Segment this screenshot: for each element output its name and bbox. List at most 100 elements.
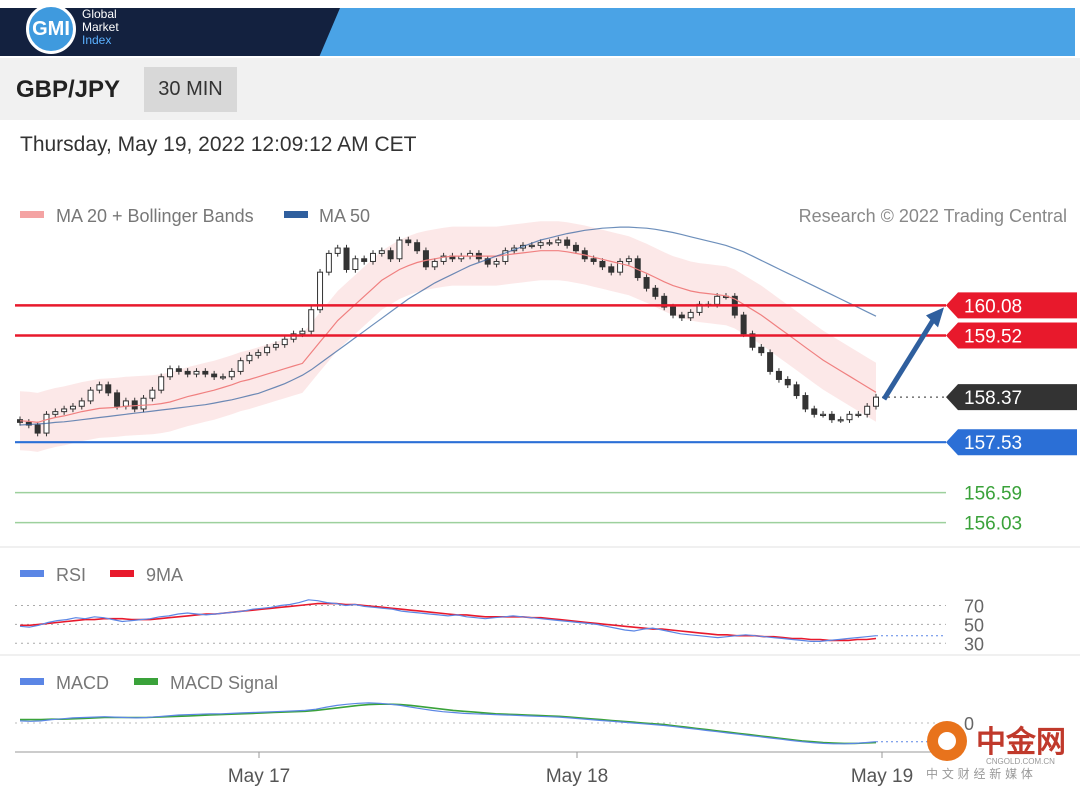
rsi-tick-label: 50 <box>964 615 984 635</box>
legend-ma50: MA 50 <box>319 206 370 226</box>
legend-swatch-rsi <box>20 570 44 577</box>
candle-body <box>546 242 553 245</box>
legend-macd: MACD <box>56 673 109 693</box>
header-bar: GMI Global Market Index <box>0 0 1080 60</box>
rsi-tick-label: 70 <box>964 596 984 616</box>
candle-body <box>334 247 341 254</box>
price-panel <box>17 221 879 452</box>
candle-body <box>325 252 332 273</box>
candle-body <box>431 260 438 268</box>
gmi-logo-text: Global Market Index <box>82 8 119 47</box>
candle-body <box>228 370 235 378</box>
candle-body <box>661 295 668 308</box>
level-tag-support <box>946 429 1077 456</box>
candle-body <box>246 354 253 362</box>
candle-body <box>272 344 279 348</box>
candle-body <box>528 244 535 248</box>
candle-body <box>52 411 59 415</box>
candle-body <box>670 306 677 316</box>
legend-macd-signal: MACD Signal <box>170 673 278 693</box>
rsi-line <box>19 599 877 643</box>
candle-body <box>590 258 597 262</box>
candle-body <box>564 239 571 246</box>
candle-body <box>78 400 85 407</box>
candle-body <box>202 370 209 375</box>
candle-body <box>820 413 827 417</box>
level-label-target: 156.03 <box>964 514 1022 535</box>
candle-body <box>652 287 659 297</box>
rsi-ma-line <box>20 602 877 642</box>
candle-body <box>608 266 615 273</box>
candle-body <box>864 405 871 415</box>
candle-body <box>643 277 650 289</box>
candle-body <box>255 352 262 356</box>
candle-body <box>784 378 791 386</box>
symbol-title: GBP/JPY <box>16 76 121 103</box>
legend-swatch-bollinger <box>20 211 44 218</box>
candle-body <box>184 370 191 375</box>
candle-body <box>767 352 774 372</box>
candle-body <box>572 244 579 252</box>
candle-body <box>537 242 544 246</box>
bollinger-band <box>20 221 876 452</box>
candle-body <box>440 255 447 262</box>
candle-body <box>369 252 376 262</box>
macd-signal-line <box>20 703 877 745</box>
candle-body <box>493 260 500 265</box>
candle-body <box>873 396 879 407</box>
candle-body <box>69 405 76 410</box>
candle-body <box>131 400 138 410</box>
level-label-resistance: 160.08 <box>964 296 1022 317</box>
candle-body <box>414 242 421 252</box>
cngold-watermark: 中金网 CNGOLD.COM.CN 中 文 财 经 新 媒 体 <box>920 714 1080 791</box>
candle-body <box>317 271 324 311</box>
candle-body <box>758 346 765 354</box>
cngold-logo-inner-icon <box>938 732 956 750</box>
candle-body <box>361 258 368 262</box>
watermark-brand: 中金网 <box>976 725 1066 760</box>
candle-body <box>158 376 165 391</box>
candle-body <box>405 239 412 244</box>
watermark-tagline: 中 文 财 经 新 媒 体 <box>926 766 1033 781</box>
legend-rsi: RSI <box>56 565 86 585</box>
macd-line <box>19 702 877 745</box>
candle-body <box>140 397 147 410</box>
gmi-logo-icon[interactable]: GMI <box>26 4 76 54</box>
timeframe-button[interactable]: 30 MIN <box>144 67 237 112</box>
projection-arrow <box>881 314 939 401</box>
watermark-domain: CNGOLD.COM.CN <box>986 757 1055 766</box>
candle-body <box>193 370 200 375</box>
candle-body <box>378 250 385 254</box>
candle-body <box>219 376 226 379</box>
logo-line-global: Global <box>82 7 117 21</box>
level-tag-resistance <box>946 322 1077 349</box>
candle-body <box>149 389 156 399</box>
candle-body <box>175 368 182 372</box>
rsi-tick-label: 30 <box>964 634 984 654</box>
candle-body <box>87 389 94 402</box>
candle-body <box>422 250 429 268</box>
candle-body <box>387 250 394 260</box>
candle-body <box>749 333 756 348</box>
logo-line-index: Index <box>82 33 112 47</box>
level-label-current: 158.37 <box>964 388 1022 409</box>
candle-body <box>617 260 624 273</box>
candle-body <box>678 314 685 319</box>
candle-body <box>599 260 606 268</box>
x-tick-label: May 17 <box>228 766 290 787</box>
ma20-line <box>19 250 877 424</box>
candle-body <box>114 392 121 407</box>
candle-body <box>687 311 694 319</box>
candle-body <box>828 413 835 421</box>
candle-body <box>714 295 721 305</box>
price-levels: 160.08 159.52 158.37 157.53 156.59 156.03 <box>15 292 1077 535</box>
candle-body <box>837 419 844 422</box>
candle-body <box>793 384 800 397</box>
candle-body <box>811 408 818 415</box>
candle-body <box>122 400 129 407</box>
projection-arrow-head <box>926 307 944 328</box>
candle-body <box>502 250 509 262</box>
candle-body <box>352 258 359 271</box>
candle-body <box>167 368 174 378</box>
